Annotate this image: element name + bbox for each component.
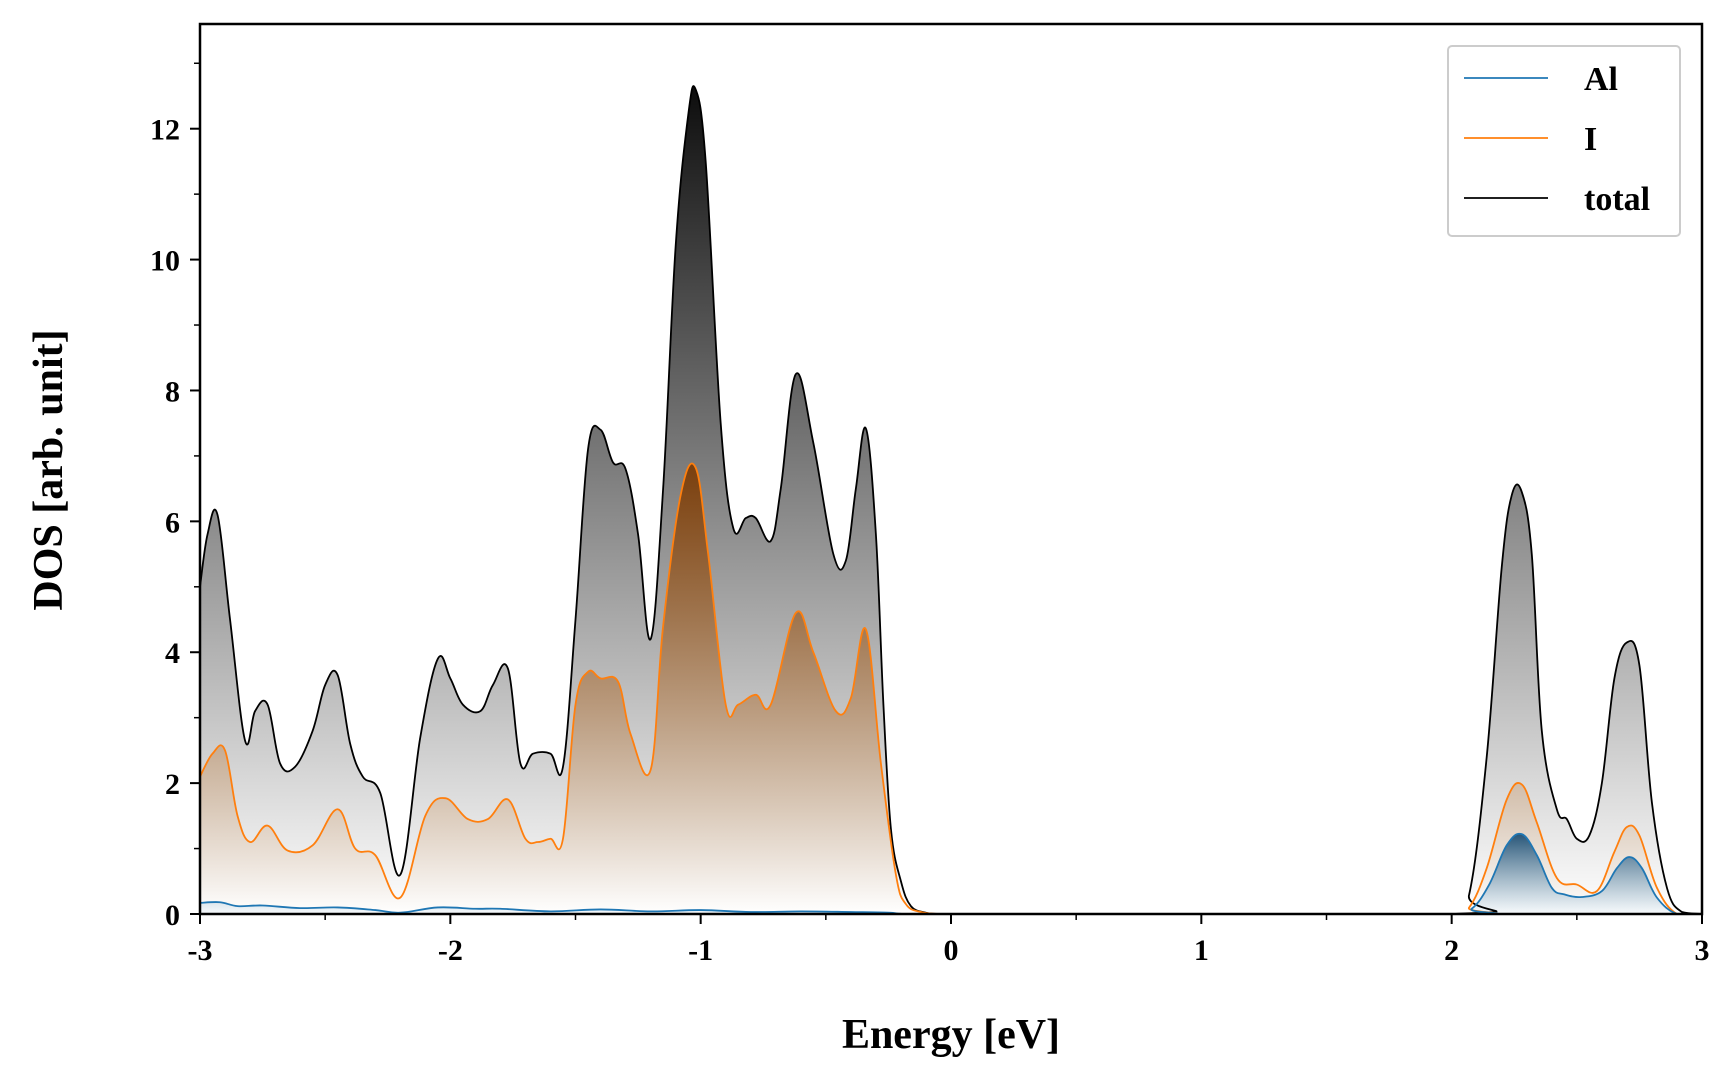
- series-line-al: [200, 832, 1702, 914]
- x-tick-label: 3: [1695, 934, 1710, 967]
- area-fill-al: [200, 833, 1702, 914]
- legend-label-i: I: [1584, 121, 1597, 158]
- area-fill-i: [200, 463, 1702, 914]
- x-tick-label: -2: [438, 934, 463, 967]
- x-tick-label: 1: [1194, 934, 1209, 967]
- legend-box: [1447, 45, 1681, 237]
- legend-label-al: Al: [1584, 61, 1618, 98]
- series-line-total: [200, 85, 1702, 914]
- y-axis-label: DOS [arb. unit]: [26, 329, 72, 610]
- series-line-i: [200, 462, 1702, 914]
- y-tick-label: 6: [165, 506, 180, 539]
- x-tick-label: 0: [944, 934, 959, 967]
- y-tick-label: 12: [150, 114, 180, 147]
- y-tick-label: 10: [150, 245, 180, 278]
- y-tick-label: 4: [165, 637, 180, 670]
- series-lines: [200, 85, 1702, 914]
- y-tick-label: 2: [165, 768, 180, 801]
- x-axis-ticks: -3 -2 -1 0 1 2 3: [188, 914, 1710, 967]
- x-axis-label: Energy [eV]: [842, 1012, 1060, 1058]
- y-tick-label: 0: [165, 899, 180, 932]
- x-tick-label: -3: [188, 934, 213, 967]
- x-tick-label: 2: [1444, 934, 1459, 967]
- x-tick-label: -1: [688, 934, 713, 967]
- y-tick-label: 8: [165, 375, 180, 408]
- legend-label-total: total: [1584, 181, 1650, 218]
- y-axis-ticks: 0 2 4 6 8 10 12: [150, 62, 200, 932]
